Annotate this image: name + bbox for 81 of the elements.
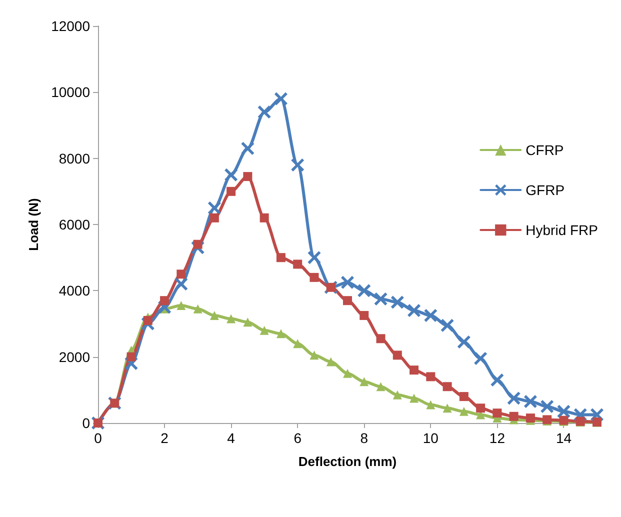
x-tick-label: 12 [489, 430, 506, 446]
point [360, 310, 369, 320]
x-tick-label: 14 [556, 430, 572, 446]
point [176, 301, 186, 310]
point [208, 201, 221, 214]
point [176, 270, 186, 279]
point [293, 260, 302, 269]
point [193, 304, 202, 314]
point [260, 326, 269, 335]
point [341, 276, 354, 289]
point [326, 357, 336, 366]
point [241, 142, 254, 155]
x-tick-label: 0 [94, 430, 102, 446]
point [358, 284, 371, 298]
point [507, 392, 520, 405]
point [408, 304, 421, 318]
y-tick-label: 2000 [58, 348, 90, 365]
point [243, 172, 252, 182]
point [274, 92, 288, 106]
point [343, 296, 352, 306]
legend-label: CFRP [526, 142, 564, 158]
point [392, 390, 402, 400]
point [126, 352, 136, 362]
point [442, 382, 452, 392]
point [310, 272, 319, 282]
point [476, 404, 486, 413]
y-tick-label: 8000 [58, 150, 90, 166]
point [174, 278, 188, 291]
point [376, 382, 386, 392]
x-tick-label: 8 [360, 430, 368, 446]
point [410, 366, 419, 375]
point [376, 334, 386, 344]
point [258, 106, 271, 119]
x-tick-label: 4 [227, 430, 236, 446]
point [293, 339, 302, 348]
point [410, 394, 419, 403]
point [260, 213, 269, 222]
point [492, 408, 502, 418]
y-tick-label: 0 [82, 415, 90, 431]
y-tick-label: 6000 [58, 216, 90, 232]
point [308, 251, 321, 264]
point [276, 253, 286, 262]
point [426, 400, 436, 410]
point [457, 335, 470, 348]
point [442, 404, 452, 413]
legend-label: Hybrid FRP [526, 222, 598, 238]
point [540, 400, 554, 413]
point [210, 213, 219, 222]
point [160, 296, 170, 306]
point [226, 186, 236, 196]
point [243, 318, 252, 327]
x-tick-label: 6 [294, 430, 302, 446]
x-axis-title: Deflection (mm) [298, 454, 397, 469]
y-axis-title: Load (N) [26, 198, 41, 251]
point [291, 158, 304, 172]
point [392, 350, 402, 360]
point [440, 318, 454, 332]
point [426, 372, 436, 382]
x-tick-label: 2 [160, 430, 169, 446]
point [490, 373, 504, 386]
y-tick-label: 12000 [51, 18, 90, 34]
x-tick-label: 10 [422, 430, 439, 446]
y-tick-label: 4000 [58, 282, 90, 299]
point [310, 350, 319, 360]
point [343, 368, 352, 378]
point [374, 292, 388, 306]
point [474, 352, 488, 365]
point [210, 310, 219, 320]
point [509, 412, 518, 421]
point [557, 404, 570, 418]
point [276, 329, 286, 338]
point [226, 314, 236, 324]
point [360, 377, 369, 386]
point [424, 308, 438, 322]
point [390, 296, 404, 309]
y-tick-label: 10000 [51, 84, 90, 100]
point [224, 168, 238, 182]
point [459, 406, 468, 416]
legend-label: GFRP [526, 182, 565, 198]
point [524, 394, 537, 408]
point [459, 392, 468, 402]
